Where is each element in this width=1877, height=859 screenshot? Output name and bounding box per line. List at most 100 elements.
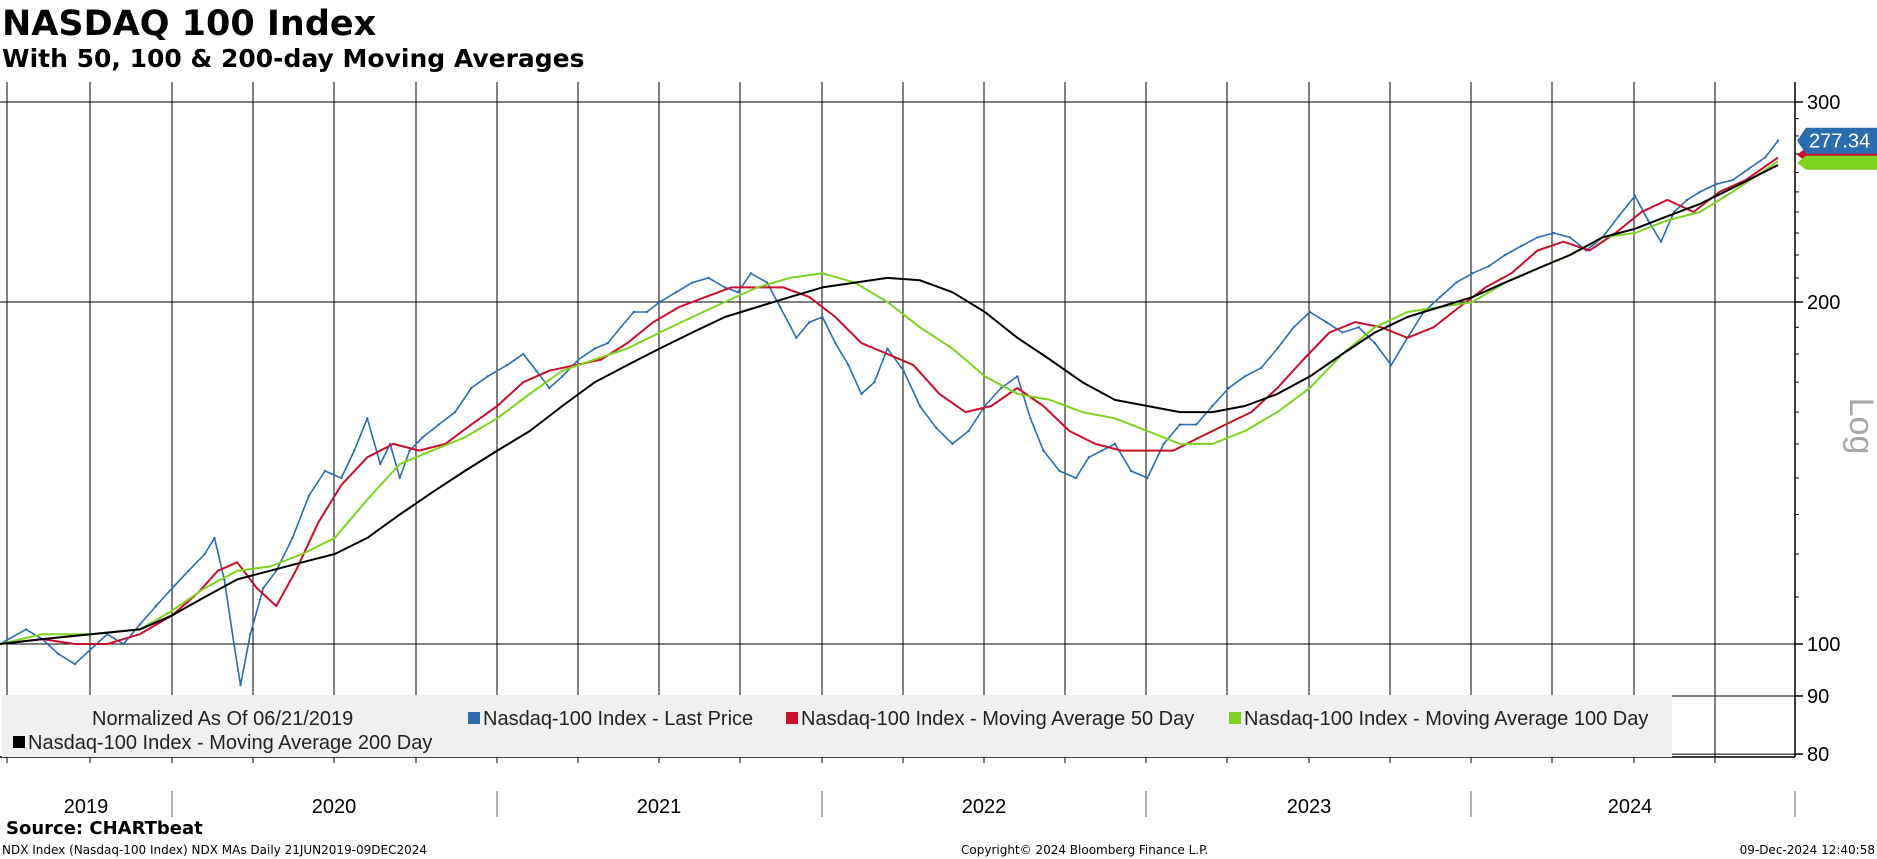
- price-point: [1058, 469, 1061, 473]
- horizontal-gridlines: [0, 101, 1795, 755]
- legend-label-ma50: Nasdaq-100 Index - Moving Average 50 Day: [801, 708, 1195, 730]
- price-point: [379, 462, 382, 466]
- price-point: [1471, 272, 1474, 275]
- last-value-badge: 277.34: [1797, 127, 1877, 170]
- legend-label-ma200: Nasdaq-100 Index - Moving Average 200 Da…: [28, 732, 433, 754]
- price-point: [821, 315, 824, 319]
- price-point: [1373, 341, 1377, 345]
- price-point: [291, 536, 294, 540]
- price-point: [860, 392, 863, 396]
- price-point: [1016, 375, 1019, 378]
- price-point: [1776, 139, 1780, 142]
- legend-swatch-last-price: [468, 712, 480, 724]
- price-point: [934, 426, 938, 429]
- price-point: [1731, 179, 1734, 182]
- price-point: [1646, 219, 1650, 222]
- price-point: [1357, 326, 1360, 329]
- price-point: [1698, 190, 1702, 194]
- price-point: [778, 305, 782, 309]
- price-point: [1211, 404, 1214, 408]
- legend-swatch-ma200: [13, 736, 25, 748]
- price-point: [353, 449, 356, 452]
- price-point: [1552, 231, 1555, 235]
- price-point: [154, 604, 158, 608]
- price-point: [1276, 347, 1279, 350]
- price-point: [262, 586, 265, 590]
- price-point: [1536, 236, 1539, 239]
- price-point: [674, 291, 678, 294]
- price-point: [1100, 449, 1104, 452]
- price-point: [535, 369, 538, 372]
- price-point: [902, 369, 905, 372]
- price-point: [808, 320, 811, 324]
- y-tick-label-200: 200: [1807, 292, 1840, 314]
- price-point: [765, 281, 769, 284]
- legend: Normalized As Of 06/21/2019 Nasdaq-100 I…: [2, 695, 1672, 757]
- legend-swatch-ma50: [786, 712, 798, 724]
- price-point: [522, 352, 525, 356]
- legend-note: Normalized As Of 06/21/2019: [92, 708, 354, 730]
- price-point: [421, 436, 424, 439]
- footer-timestamp: 09-Dec-2024 12:40:58: [1739, 843, 1875, 857]
- legend-item-ma100: Nasdaq-100 Index - Moving Average 100 Da…: [1229, 707, 1648, 731]
- price-point: [736, 291, 740, 294]
- price-point: [577, 358, 580, 361]
- series-ma100: [0, 160, 1779, 645]
- price-point: [239, 683, 242, 687]
- price-point: [1195, 423, 1198, 426]
- price-point: [645, 310, 648, 314]
- price-point: [1438, 295, 1442, 299]
- price-point: [366, 417, 369, 420]
- x-year-labels: 2019 2020 2021 2022 2023 2024: [64, 796, 1653, 818]
- price-point: [340, 476, 343, 480]
- x-year-label-2020: 2020: [312, 796, 357, 818]
- price-point: [24, 628, 28, 631]
- price-point: [548, 386, 551, 390]
- legend-label-last-price: Nasdaq-100 Index - Last Price: [483, 708, 754, 730]
- legend-label-ma100: Nasdaq-100 Index - Moving Average 100 Da…: [1244, 708, 1649, 730]
- price-point: [951, 442, 954, 446]
- price-point: [232, 642, 236, 646]
- price-point: [486, 375, 489, 378]
- price-point: [1260, 366, 1263, 370]
- price-point: [1029, 417, 1032, 420]
- price-point: [398, 476, 401, 480]
- price-point: [1130, 469, 1133, 473]
- x-year-label-2019: 2019: [64, 796, 109, 818]
- x-year-label-2022: 2022: [962, 796, 1007, 818]
- price-point: [57, 652, 60, 656]
- price-point: [1178, 423, 1182, 426]
- price-point: [795, 336, 798, 339]
- price-point: [1341, 331, 1344, 334]
- price-point: [918, 404, 922, 408]
- price-point: [1503, 253, 1507, 257]
- price-point: [834, 341, 837, 345]
- price-point: [1243, 375, 1247, 378]
- x-year-label-2021: 2021: [637, 796, 682, 818]
- price-point: [213, 536, 216, 540]
- price-point: [1325, 320, 1328, 324]
- price-point: [1568, 236, 1572, 239]
- price-point: [171, 586, 174, 590]
- price-point: [1087, 456, 1091, 459]
- price-point: [1715, 182, 1718, 186]
- price-point: [606, 341, 609, 345]
- price-point: [658, 300, 661, 304]
- series-ma50: [0, 156, 1779, 645]
- price-point: [470, 386, 473, 390]
- y-axis-label: Log: [1842, 398, 1877, 455]
- price-point: [1042, 449, 1045, 452]
- chart-title: NASDAQ 100 Index: [2, 4, 377, 44]
- last-value-label: 277.34: [1809, 131, 1870, 153]
- y-tick-label-90: 90: [1807, 686, 1829, 708]
- price-point: [632, 310, 635, 314]
- price-point: [707, 276, 710, 280]
- price-point: [1292, 326, 1295, 329]
- price-point: [619, 326, 622, 329]
- price-point: [873, 381, 876, 384]
- series-layer: [0, 139, 1780, 687]
- vertical-gridlines: [6, 82, 1716, 757]
- price-point: [138, 623, 141, 626]
- price-point: [691, 281, 694, 284]
